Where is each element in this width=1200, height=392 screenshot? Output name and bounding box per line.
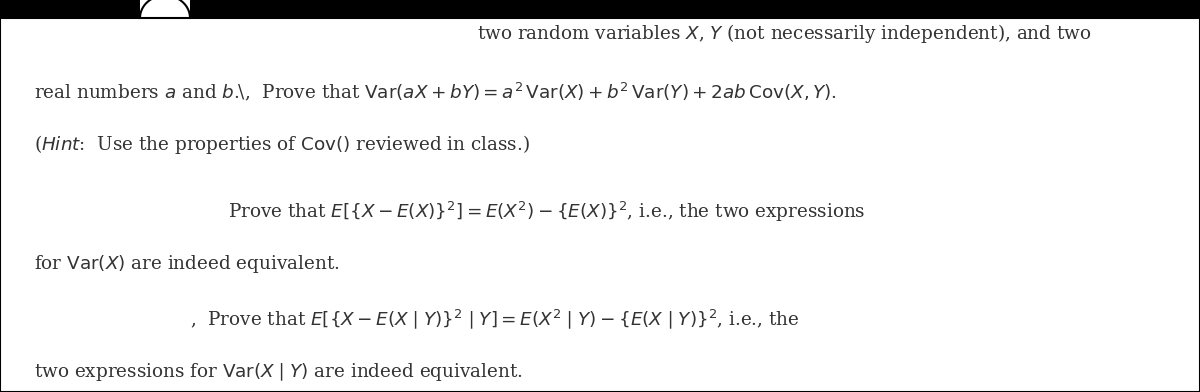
Bar [140,0,190,18]
Text: real numbers $a$ and $b$.\,  Prove that $\mathrm{Var}(aX+bY) = a^2\,\mathrm{Var}: real numbers $a$ and $b$.\, Prove that $… [34,80,836,103]
Polygon shape [140,0,190,18]
Bar [0,0,1200,18]
Text: Prove that $E[\{X - E(X)\}^2] = E(X^2) - \{E(X)\}^2$, i.e., the two expressions: Prove that $E[\{X - E(X)\}^2] = E(X^2) -… [228,200,865,224]
Text: two random variables $X$, $Y$ (not necessarily independent), and two: two random variables $X$, $Y$ (not neces… [478,22,1092,45]
Text: ($\mathit{Hint}$:  Use the properties of $\mathrm{Cov}()$ reviewed in class.): ($\mathit{Hint}$: Use the properties of … [34,133,529,156]
Text: two expressions for $\mathrm{Var}(X \mid Y)$ are indeed equivalent.: two expressions for $\mathrm{Var}(X \mid… [34,361,522,383]
Text: for $\mathrm{Var}(X)$ are indeed equivalent.: for $\mathrm{Var}(X)$ are indeed equival… [34,253,340,275]
Text: ,  Prove that $E[\{X - E(X \mid Y)\}^2 \mid Y] = E(X^2 \mid Y) - \{E(X \mid Y)\}: , Prove that $E[\{X - E(X \mid Y)\}^2 \m… [190,308,799,331]
